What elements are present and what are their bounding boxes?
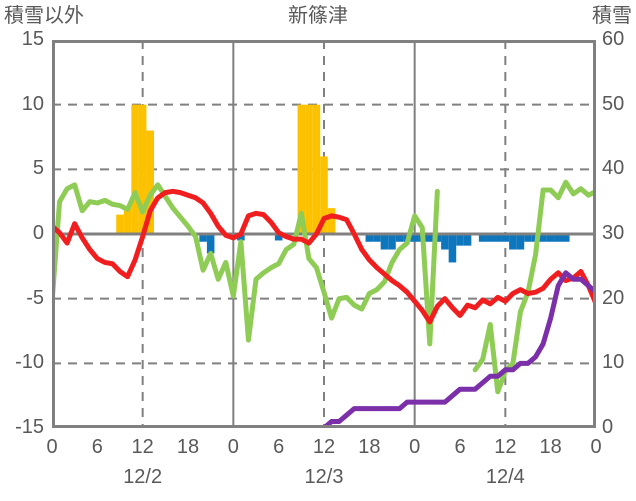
left-axis-title: 積雪以外 <box>4 5 84 27</box>
x-axis-tick: 0 <box>409 436 421 458</box>
bars-layer <box>116 104 570 263</box>
right-axis-tick: 60 <box>602 28 625 50</box>
chart-title: 新篠津 <box>288 5 348 27</box>
x-axis-tick: 12 <box>312 436 336 458</box>
plot-area <box>52 40 596 428</box>
right-axis-title: 積雪 <box>592 5 632 27</box>
x-axis-tick: 18 <box>358 436 381 458</box>
left-axis-tick: 5 <box>32 157 44 180</box>
lines-layer <box>52 179 596 428</box>
right-axis-tick: 0 <box>602 416 614 438</box>
left-axis-tick: -5 <box>26 286 44 309</box>
x-axis-tick: 12 <box>131 436 154 458</box>
plot-svg <box>52 40 596 428</box>
right-axis-tick: 50 <box>602 92 625 115</box>
x-axis-tick: 12 <box>494 436 517 458</box>
x-axis-tick: 18 <box>176 436 200 458</box>
left-axis-tick: 15 <box>21 28 44 50</box>
left-axis-tick: 10 <box>21 92 44 115</box>
x-axis-tick: 0 <box>227 436 239 458</box>
x-axis-tick: 6 <box>454 436 466 458</box>
x-axis-day-label: 12/3 <box>304 466 344 488</box>
right-axis-tick: 40 <box>602 157 625 180</box>
x-axis-day-label: 12/2 <box>123 466 163 488</box>
plot-frame <box>52 40 596 428</box>
x-axis-tick: 0 <box>46 436 58 458</box>
right-axis-tick: 30 <box>602 222 625 244</box>
x-axis-tick: 6 <box>91 436 103 458</box>
x-axis-tick: 6 <box>273 436 285 458</box>
x-axis-tick: 0 <box>590 436 602 458</box>
right-axis-tick: 10 <box>602 351 625 374</box>
x-axis-day-label: 12/4 <box>485 466 525 488</box>
x-axis-tick: 18 <box>539 436 562 458</box>
left-axis-tick: -10 <box>15 351 44 374</box>
left-axis-tick: -15 <box>15 416 44 438</box>
left-axis-tick: 0 <box>32 222 44 244</box>
right-axis-tick: 20 <box>602 286 625 309</box>
